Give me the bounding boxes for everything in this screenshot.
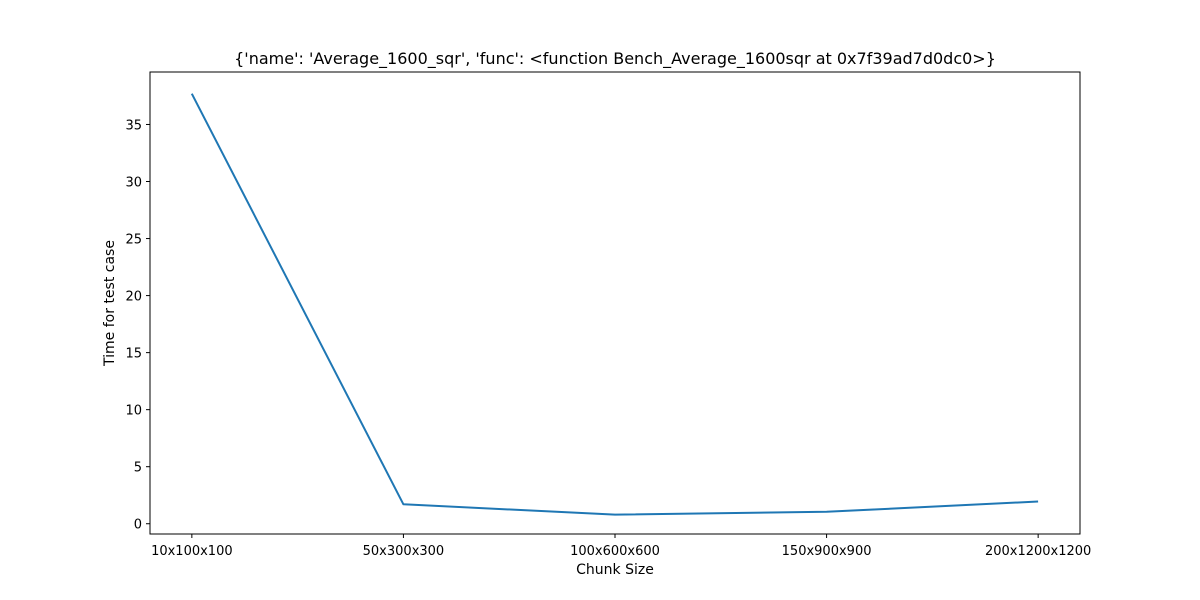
x-tick-label: 50x300x300 — [363, 544, 445, 559]
y-tick-label: 35 — [125, 118, 142, 133]
x-axis-label: Chunk Size — [576, 562, 654, 578]
x-tick-label: 10x100x100 — [151, 544, 233, 559]
plot-area — [190, 93, 1039, 516]
y-tick-label: 25 — [125, 233, 142, 248]
y-axis-label: Time for test case — [102, 240, 118, 367]
x-tick-label: 200x1200x1200 — [985, 544, 1091, 559]
plot-frame — [149, 71, 1081, 535]
y-tick-label: 0 — [134, 518, 142, 533]
x-tick-label: 100x600x600 — [570, 544, 660, 559]
y-tick-label: 20 — [125, 290, 142, 305]
y-tick-label: 30 — [125, 176, 142, 191]
y-tick-label: 10 — [125, 404, 142, 419]
chart-title: {'name': 'Average_1600_sqr', 'func': <fu… — [234, 49, 996, 69]
series-line — [190, 93, 1039, 516]
x-tick-label: 150x900x900 — [782, 544, 872, 559]
y-tick-label: 5 — [134, 461, 142, 476]
x-axis: 10x100x100 50x300x300 100x600x600 150x900x9… — [151, 534, 1091, 559]
y-axis: 0 5 10 15 20 25 30 35 — [125, 118, 150, 533]
y-tick-label: 15 — [125, 347, 142, 362]
